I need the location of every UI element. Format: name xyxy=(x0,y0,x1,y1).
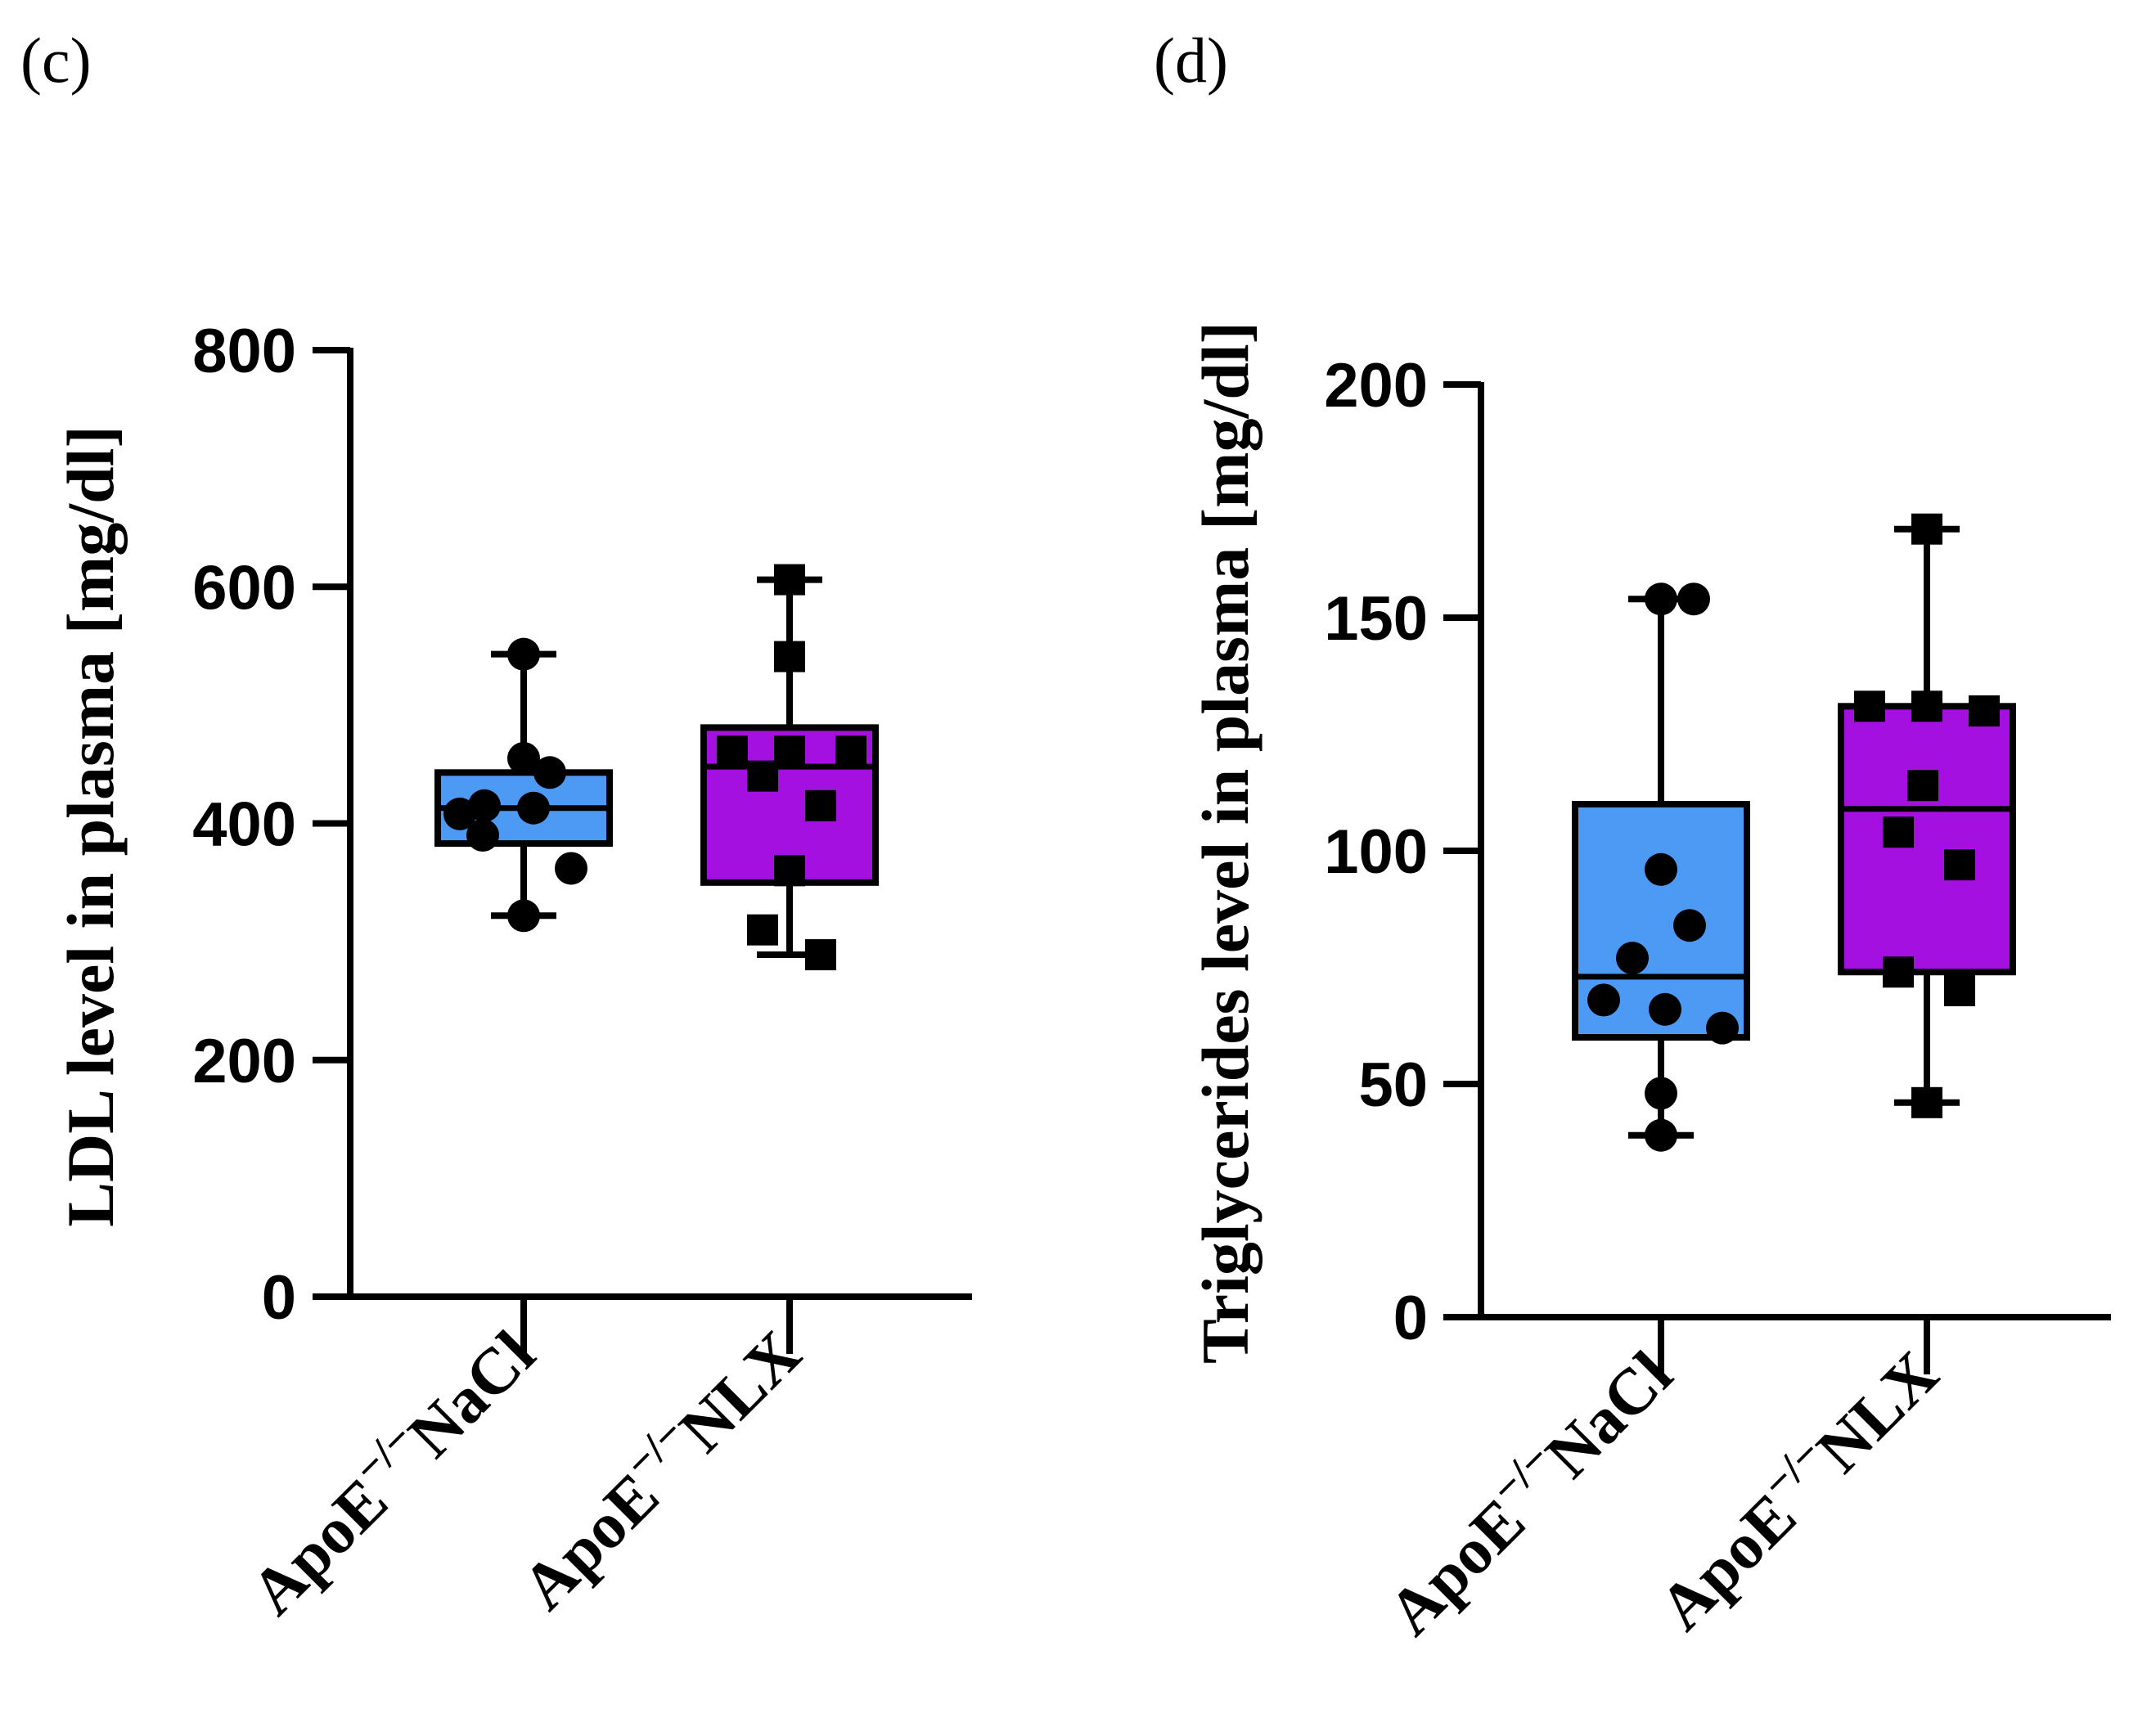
y-axis-label: Triglycerides level in plasma [mg/dl] xyxy=(1188,322,1263,1364)
data-point xyxy=(1911,690,1942,722)
data-point xyxy=(517,791,550,825)
data-point xyxy=(555,852,587,885)
data-point xyxy=(747,914,778,946)
data-point xyxy=(507,741,540,775)
data-point xyxy=(533,756,566,789)
panel-d-triglycerides-chart: (d) Triglycerides level in plasma [mg/dl]… xyxy=(1154,25,2111,1649)
y-tick-label: 600 xyxy=(192,553,296,623)
y-tick-label: 800 xyxy=(192,317,296,386)
data-point xyxy=(1969,695,2000,726)
data-point xyxy=(468,789,501,822)
data-point xyxy=(1883,956,1914,988)
data-point xyxy=(805,939,836,971)
data-point xyxy=(717,735,748,767)
y-tick-label: 0 xyxy=(262,1263,296,1333)
panel-c-ldl-chart: (c) LDL level in plasma [mg/dl] 0 200 400 600… xyxy=(20,25,972,1629)
data-point xyxy=(1645,1077,1677,1110)
data-point xyxy=(1854,690,1885,722)
data-point xyxy=(1706,1011,1739,1045)
y-tick-label: 0 xyxy=(1393,1284,1428,1353)
data-point xyxy=(507,637,540,671)
y-tick-label: 100 xyxy=(1324,817,1428,887)
data-point xyxy=(466,818,499,852)
data-point xyxy=(774,735,805,767)
x-tick-label: ApoE−/−NLX xyxy=(502,1311,815,1624)
data-point xyxy=(1645,582,1677,616)
x-tick-label: ApoE−/−NLX xyxy=(1639,1331,1952,1644)
data-point xyxy=(1944,849,1975,881)
x-tick-label: ApoE−/−NaCl xyxy=(1368,1331,1686,1649)
data-point xyxy=(774,641,805,672)
data-point xyxy=(1883,816,1914,848)
y-tick-label: 200 xyxy=(1324,351,1428,421)
data-point xyxy=(1587,983,1620,1017)
data-point xyxy=(443,797,476,830)
data-point xyxy=(1673,909,1706,942)
box-iqr xyxy=(1838,703,2016,976)
data-point xyxy=(1911,1086,1942,1118)
y-tick-label: 200 xyxy=(192,1027,296,1096)
y-axis-label: LDL level in plasma [mg/dl] xyxy=(53,425,128,1227)
data-point xyxy=(1645,1118,1677,1152)
data-point xyxy=(1645,852,1677,886)
data-point xyxy=(747,760,778,792)
panel-label: (d) xyxy=(1154,25,1228,96)
data-point xyxy=(1911,513,1942,545)
data-point xyxy=(835,735,866,767)
data-point xyxy=(1944,975,1975,1006)
y-tick-label: 50 xyxy=(1358,1050,1428,1120)
y-tick-label: 400 xyxy=(192,790,296,860)
y-tick-label: 150 xyxy=(1324,584,1428,654)
data-point xyxy=(805,789,836,821)
data-point xyxy=(1616,942,1649,975)
data-point xyxy=(507,899,540,933)
data-point xyxy=(774,855,805,887)
x-tick-label: ApoE−/−NaCl xyxy=(231,1311,549,1629)
data-point xyxy=(774,564,805,596)
data-point xyxy=(1649,992,1681,1026)
data-point xyxy=(1677,582,1710,616)
panel-label: (c) xyxy=(20,25,92,96)
data-point xyxy=(1907,770,1938,802)
